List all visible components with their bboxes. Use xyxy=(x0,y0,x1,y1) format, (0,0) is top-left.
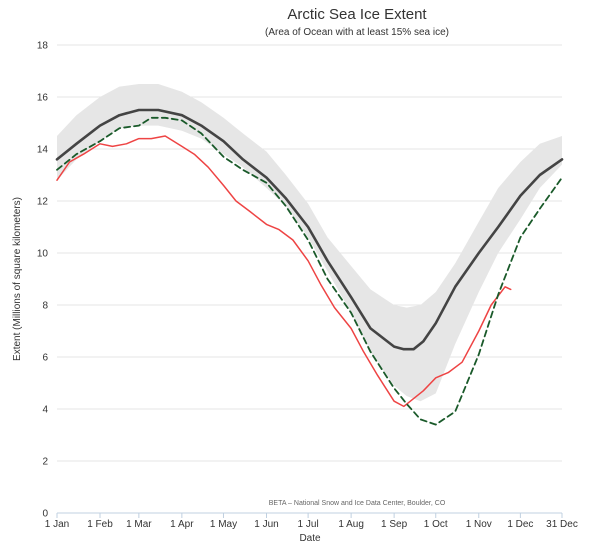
x-tick-label: 1 Feb xyxy=(87,519,113,530)
x-tick-label: 1 May xyxy=(210,519,237,530)
axes xyxy=(56,512,563,518)
series-lines xyxy=(55,108,564,426)
x-tick-label: 1 Nov xyxy=(466,519,492,530)
x-tick-label: 31 Dec xyxy=(546,519,578,530)
x-tick-label: 1 Aug xyxy=(338,519,364,530)
x-tick-label: 1 Dec xyxy=(507,519,533,530)
y-tick-label: 14 xyxy=(37,145,49,156)
y-tick-label: 4 xyxy=(42,405,48,416)
x-tick-label: 1 Mar xyxy=(126,519,152,530)
chart-title: Arctic Sea Ice Extent xyxy=(287,6,427,23)
x-tick-label: 1 Oct xyxy=(424,519,448,530)
y-tick-label: 18 xyxy=(37,41,49,52)
y-tick-label: 8 xyxy=(42,301,48,312)
y-tick-label: 0 xyxy=(42,509,48,520)
x-tick-label: 1 Jan xyxy=(45,519,69,530)
y-tick-label: 12 xyxy=(37,197,49,208)
chart-credit: BETA – National Snow and Ice Data Center… xyxy=(269,500,446,507)
y-tick-label: 6 xyxy=(42,353,48,364)
x-tick-label: 1 Jul xyxy=(298,519,319,530)
series-line-2 xyxy=(56,135,512,408)
chart-subtitle: (Area of Ocean with at least 15% sea ice… xyxy=(265,27,449,38)
series-line-3 xyxy=(56,116,563,426)
y-tick-labels: 0 2 4 6 8 10 12 14 16 18 xyxy=(37,41,49,520)
x-tick-label: 1 Sep xyxy=(381,519,408,530)
grid-lines xyxy=(57,44,562,462)
x-tick-labels: 1 Jan 1 Feb 1 Mar 1 Apr 1 May 1 Jun 1 Jul 1 Aug… xyxy=(45,519,578,530)
y-axis-label: Extent (Millions of square kilometers) xyxy=(12,197,23,361)
x-axis-label: Date xyxy=(299,533,321,544)
y-tick-label: 16 xyxy=(37,93,49,104)
y-tick-label: 10 xyxy=(37,249,49,260)
y-tick-label: 2 xyxy=(42,457,48,468)
x-tick-label: 1 Apr xyxy=(170,519,194,530)
x-tick-label: 1 Jun xyxy=(254,519,278,530)
series-line-1 xyxy=(55,108,564,351)
